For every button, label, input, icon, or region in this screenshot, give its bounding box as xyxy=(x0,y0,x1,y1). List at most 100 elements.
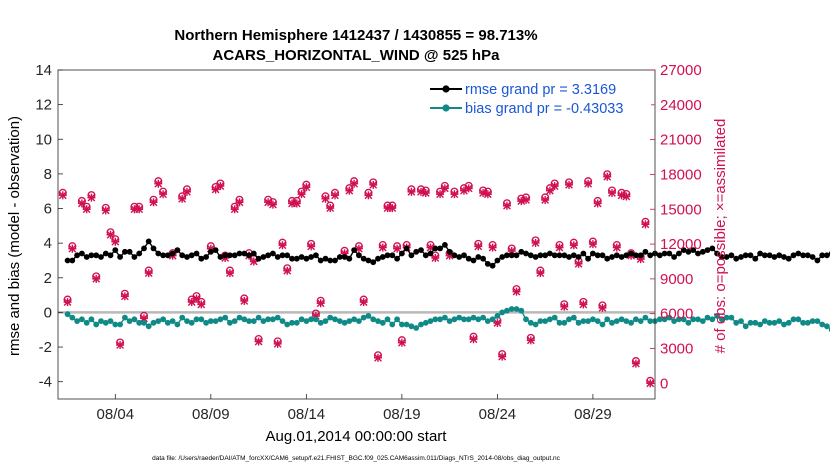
rmse-point xyxy=(389,252,396,259)
rmse-point xyxy=(747,252,754,259)
bias-point xyxy=(704,314,711,321)
y-tick-left-label: -2 xyxy=(39,339,52,356)
rmse-point xyxy=(260,254,267,260)
bias-point xyxy=(150,319,157,326)
bias-point xyxy=(432,316,439,323)
bias-point xyxy=(537,318,544,324)
legend-background xyxy=(425,78,651,120)
obs-assimilated-point xyxy=(584,179,593,188)
rmse-point xyxy=(656,252,663,259)
rmse-point xyxy=(800,252,806,259)
rmse-point xyxy=(327,257,334,264)
obs-assimilated-point xyxy=(326,204,335,213)
rmse-point xyxy=(771,254,778,260)
rmse-point xyxy=(551,252,558,259)
rmse-point xyxy=(633,252,639,259)
obs-assimilated-point xyxy=(483,190,492,199)
rmse-point xyxy=(250,250,257,257)
rmse-point xyxy=(399,250,405,257)
rmse-point xyxy=(188,252,195,259)
rmse-point xyxy=(518,248,525,255)
bias-point xyxy=(203,319,210,326)
rmse-point xyxy=(160,252,167,259)
bias-point xyxy=(74,318,80,324)
bias-point xyxy=(289,319,295,326)
obs-assimilated-point xyxy=(469,335,478,344)
obs-assimilated-point xyxy=(82,205,91,214)
rmse-point xyxy=(480,255,486,262)
bias-point xyxy=(656,316,663,323)
rmse-point xyxy=(719,254,725,260)
bias-point xyxy=(155,318,162,324)
bias-point xyxy=(117,321,123,328)
bias-point xyxy=(461,316,467,323)
bias-point xyxy=(738,318,744,324)
bias-point xyxy=(360,314,367,321)
bias-point xyxy=(403,321,410,328)
rmse-point xyxy=(341,254,348,260)
bias-point xyxy=(98,318,104,324)
y-axis-label-right: # of obs: o=possible; ×=assimilated xyxy=(712,119,729,354)
bias-point xyxy=(222,314,229,321)
bias-point xyxy=(107,318,114,324)
bias-point xyxy=(399,321,405,328)
bias-point xyxy=(442,314,448,321)
bias-point xyxy=(661,316,668,323)
obs-assimilated-point xyxy=(178,194,187,203)
bias-point xyxy=(351,316,357,323)
bias-point xyxy=(671,318,677,324)
rmse-point xyxy=(246,252,252,259)
rmse-point xyxy=(384,252,391,259)
rmse-point xyxy=(661,250,668,257)
rmse-point xyxy=(265,252,271,259)
rmse-point xyxy=(241,250,248,257)
bias-point xyxy=(633,316,639,323)
obs-assimilated-point xyxy=(373,353,382,362)
bias-point xyxy=(174,321,181,328)
bias-point xyxy=(504,307,510,314)
rmse-point xyxy=(465,255,472,262)
y-tick-right-label: 9000 xyxy=(660,271,693,288)
rmse-point xyxy=(790,252,797,259)
rmse-point xyxy=(365,257,372,264)
obs-assimilated-point xyxy=(58,191,67,200)
obs-assimilated-point xyxy=(321,194,330,203)
rmse-point xyxy=(785,255,792,262)
rmse-point xyxy=(360,255,367,262)
rmse-point xyxy=(375,255,381,262)
bias-point xyxy=(184,318,190,324)
rmse-point xyxy=(742,252,749,259)
obs-assimilated-point xyxy=(116,341,125,350)
obs-assimilated-point xyxy=(579,300,588,309)
bias-point xyxy=(609,319,615,326)
obs-assimilated-point xyxy=(608,189,617,198)
rmse-point xyxy=(738,254,744,260)
rmse-point xyxy=(776,252,783,259)
bias-point xyxy=(733,319,740,326)
bias-point xyxy=(145,323,152,330)
rmse-point xyxy=(613,252,620,259)
obs-assimilated-point xyxy=(512,287,521,296)
rmse-point xyxy=(623,252,630,259)
rmse-point xyxy=(757,250,763,257)
rmse-point xyxy=(575,254,582,260)
x-axis: 08/04 08/09 08/14 08/19 08/24 08/29 xyxy=(97,394,612,423)
obs-assimilated-point xyxy=(555,243,564,252)
obs-assimilated-point xyxy=(541,195,550,204)
obs-assimilated-point xyxy=(393,244,402,253)
bias-point xyxy=(532,321,539,328)
rmse-point xyxy=(604,255,611,262)
obs-assimilated-point xyxy=(536,269,545,278)
obs-assimilated-point xyxy=(502,201,511,210)
y-tick-left-label: 6 xyxy=(44,201,52,218)
bias-point xyxy=(618,316,625,323)
bias-point xyxy=(781,321,787,328)
bias-point xyxy=(580,318,587,324)
rmse-point xyxy=(609,254,615,260)
bias-point xyxy=(317,319,324,326)
obs-assimilated-point xyxy=(87,193,96,202)
y-tick-left-label: 8 xyxy=(44,166,52,183)
rmse-point xyxy=(150,245,157,252)
bias-point xyxy=(757,321,763,328)
obs-assimilated-point xyxy=(159,190,168,199)
